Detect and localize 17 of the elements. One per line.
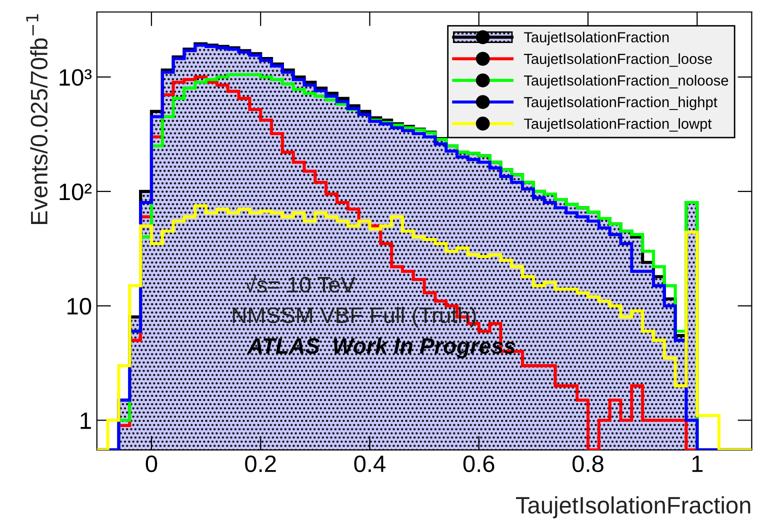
x-tick-label: 0.8 <box>572 455 604 472</box>
y-tick-label: 10³ <box>60 69 92 86</box>
legend-label: TaujetIsolationFraction_noloose <box>524 74 728 89</box>
legend-label: TaujetIsolationFraction_lowpt <box>524 118 712 132</box>
x-tick-label: 0.6 <box>463 455 494 472</box>
x-tick-label: 1 <box>692 456 703 472</box>
x-axis-title: TaujetIsolationFraction <box>516 496 750 518</box>
y-tick-label: 10² <box>60 184 92 200</box>
y-tick-label: 1 <box>80 412 91 429</box>
legend-label: TaujetIsolationFraction_highpt <box>524 96 718 110</box>
y-tick-label: 10 <box>68 298 92 315</box>
x-tick-label: 0 <box>146 455 158 472</box>
x-tick-label: 0.2 <box>245 455 276 472</box>
x-tick-label: 0.4 <box>354 455 386 472</box>
legend-label: TaujetIsolationFraction <box>524 32 669 46</box>
legend-label: TaujetIsolationFraction_loose <box>524 53 712 67</box>
y-axis-title: Events/0.025/70fb$^{−1}$ <box>26 14 48 224</box>
